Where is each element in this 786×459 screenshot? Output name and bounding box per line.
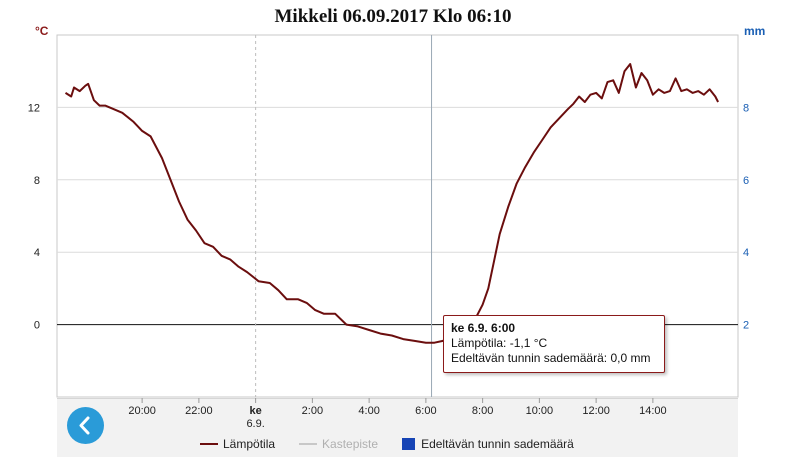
y-tick-label-right: 8 [743, 102, 749, 114]
legend-item-rain[interactable]: Edeltävän tunnin sademäärä [402, 437, 574, 451]
tooltip-rain-value: 0,0 mm [610, 351, 651, 365]
navigator-area [57, 398, 738, 457]
legend-label-temperature: Lämpötila [223, 437, 276, 451]
right-axis-unit: mm [744, 24, 766, 38]
legend-swatch-dewpoint [299, 443, 318, 445]
y-tick-label-left: 4 [34, 247, 40, 259]
y-tick-label-right: 4 [743, 247, 749, 259]
tooltip-temperature-value: -1,1 °C [509, 336, 548, 350]
y-tick-label-right: 2 [743, 320, 749, 332]
tooltip-temperature-row: Lämpötila: -1,1 °C [451, 336, 657, 351]
legend-label-dewpoint: Kastepiste [322, 437, 379, 451]
legend-label-rain: Edeltävän tunnin sademäärä [421, 437, 574, 451]
chart-title: Mikkeli 06.09.2017 Klo 06:10 [274, 6, 512, 27]
tooltip-header: ke 6.9. 6:00 [451, 321, 516, 335]
legend-item-temperature[interactable]: Lämpötila [200, 437, 275, 451]
back-button[interactable] [67, 407, 104, 444]
y-tick-label-left: 12 [28, 102, 40, 114]
y-tick-label-right: 6 [743, 175, 749, 187]
legend-item-dewpoint[interactable]: Kastepiste [299, 437, 378, 451]
tooltip-rain-row: Edeltävän tunnin sademäärä: 0,0 mm [451, 351, 657, 366]
legend-swatch-temperature [200, 443, 218, 445]
y-tick-label-left: 8 [34, 175, 40, 187]
temperature-line [64, 63, 719, 344]
chevron-left-icon [79, 416, 90, 435]
tooltip-rain-label: Edeltävän tunnin sademäärä: [451, 351, 608, 365]
data-tooltip: ke 6.9. 6:00 Lämpötila: -1,1 °C Edeltävä… [443, 315, 665, 373]
legend: Lämpötila Kastepiste Edeltävän tunnin sa… [200, 436, 598, 452]
y-tick-label-left: 0 [34, 320, 40, 332]
left-axis-unit: °C [35, 24, 49, 38]
legend-swatch-rain [402, 438, 416, 450]
tooltip-temperature-label: Lämpötila: [451, 336, 507, 350]
